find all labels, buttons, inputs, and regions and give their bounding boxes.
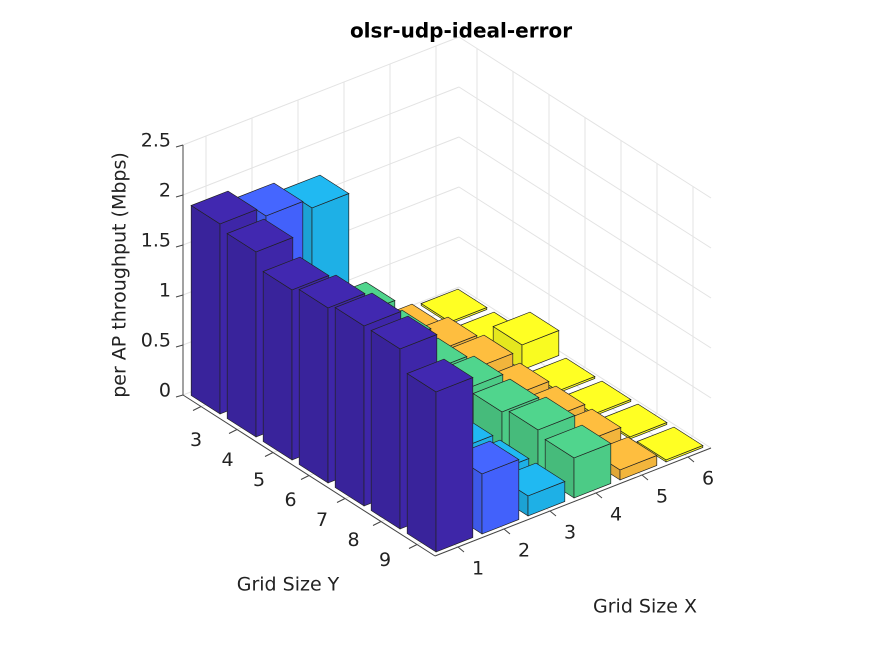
y-tick-label: 3 [190, 429, 202, 451]
bar-top [508, 396, 576, 431]
bar-side [370, 329, 401, 530]
x-tick [457, 546, 465, 553]
bar-top [636, 426, 704, 461]
bar [636, 426, 704, 463]
x-tick-label: 4 [610, 504, 622, 526]
y-tick [264, 452, 274, 457]
z-tick [175, 294, 184, 298]
y-tick [192, 406, 202, 411]
y-axis-label: Grid Size Y [237, 574, 340, 596]
bar-side [334, 306, 365, 507]
x-tick-label: 5 [656, 486, 668, 508]
x-tick [549, 510, 557, 517]
y-tick-label: 9 [379, 549, 391, 571]
z-axis-label: per AP throughput (Mbps) [109, 152, 131, 398]
bar [492, 311, 560, 371]
y-tick [408, 544, 418, 549]
z-tick-label: 0.5 [141, 330, 171, 352]
x-tick-label: 6 [702, 468, 714, 490]
y-tick-label: 4 [221, 449, 233, 471]
x-axis-label: Grid Size X [593, 596, 697, 618]
bar-top [334, 292, 402, 327]
bar-top [406, 358, 474, 393]
z-tick-label: 2.5 [141, 130, 171, 152]
bar-top [298, 274, 366, 309]
bar-top [420, 288, 488, 323]
z-tick-label: 2 [159, 180, 171, 202]
grid-line [182, 36, 460, 146]
bar-top [190, 190, 258, 225]
x-axis [434, 447, 712, 557]
bar-top [472, 378, 540, 413]
y-tick-label: 6 [284, 489, 296, 511]
x-tick-label: 2 [518, 540, 530, 562]
bar [406, 358, 474, 553]
bar-side [298, 288, 329, 484]
bar-top [370, 315, 438, 350]
bar-side [226, 232, 257, 438]
bar-side [190, 204, 221, 415]
x-tick-label: 1 [472, 558, 484, 580]
z-tick [175, 144, 184, 148]
bar-side [406, 372, 437, 553]
y-tick-label: 8 [347, 529, 359, 551]
z-tick-label: 1.5 [141, 230, 171, 252]
z-tick-label: 0 [159, 380, 171, 402]
grid-line [182, 86, 460, 196]
bar-top [544, 424, 612, 459]
z-tick [175, 244, 184, 248]
z-tick [175, 394, 184, 398]
x-tick [503, 528, 511, 535]
y-tick [300, 475, 310, 480]
z-tick [175, 344, 184, 348]
z-tick-label: 1 [159, 280, 171, 302]
bar-top [226, 218, 294, 253]
y-tick [372, 521, 382, 526]
y-tick-label: 7 [316, 509, 328, 531]
y-tick [336, 498, 346, 503]
x-tick-label: 3 [564, 522, 576, 544]
x-tick [595, 492, 603, 499]
bar-top [262, 256, 330, 291]
y-tick-label: 5 [253, 469, 265, 491]
z-tick [175, 194, 184, 198]
bar-side [262, 270, 293, 461]
bar-top [492, 311, 560, 346]
y-tick [228, 429, 238, 434]
bar-front [435, 376, 474, 553]
x-tick [687, 456, 695, 463]
x-tick [641, 474, 649, 481]
